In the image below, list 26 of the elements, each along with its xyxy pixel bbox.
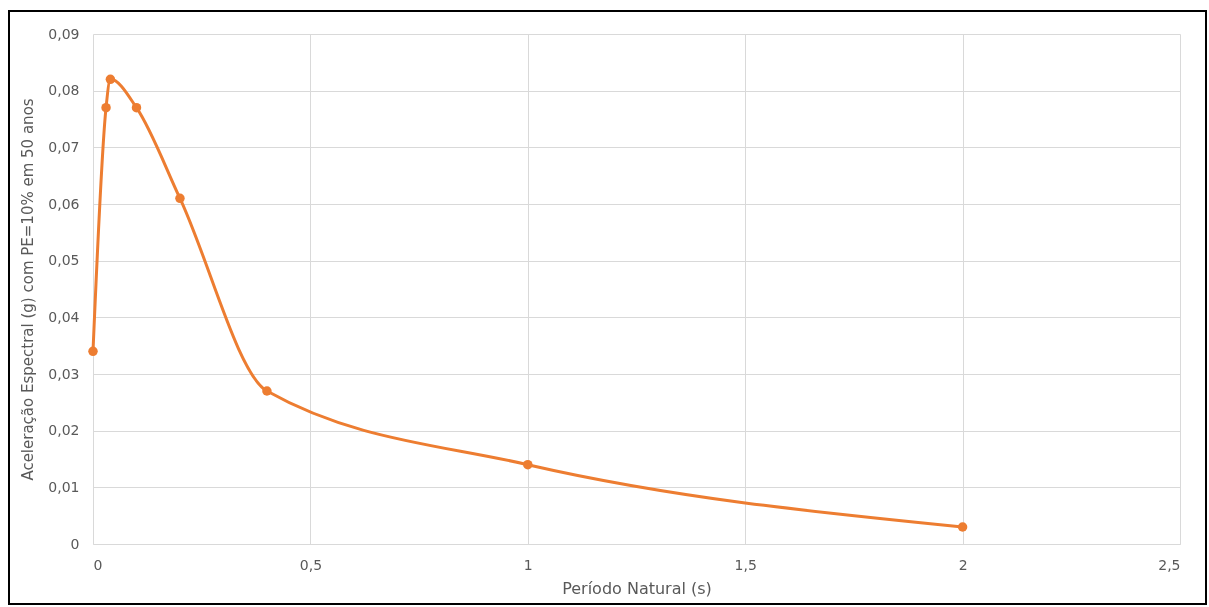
y-tick-label: 0,04 xyxy=(48,308,80,325)
point xyxy=(105,74,116,85)
point xyxy=(175,193,185,204)
x-tick-label: 2 xyxy=(958,556,968,573)
x-tick-label: 0 xyxy=(93,556,103,573)
y-tick-label: 0,01 xyxy=(48,478,80,495)
x-tick-label: 1 xyxy=(523,556,533,573)
point xyxy=(523,459,533,470)
x-tick-label: 1,5 xyxy=(734,556,757,573)
point xyxy=(957,522,968,532)
x-tick-label: 0,5 xyxy=(299,556,323,573)
y-tick-label: 0,07 xyxy=(48,138,80,155)
y-tick-label: 0 xyxy=(70,535,80,552)
point xyxy=(131,102,142,113)
y-tick-label: 0,06 xyxy=(48,195,80,212)
y-tick-label: 0,03 xyxy=(48,365,80,382)
x-tick-label: 2,5 xyxy=(1158,556,1181,573)
point xyxy=(88,346,98,357)
y-tick-label: 0,02 xyxy=(48,422,80,439)
y-tick-label: 0,08 xyxy=(48,82,80,99)
x-axis-title: Período Natural (s) xyxy=(562,578,712,598)
y-axis-title: Aceleração Espectral (g) com PE=10% em 50 anos xyxy=(19,98,38,481)
y-tick-label: 0,09 xyxy=(48,25,80,42)
point xyxy=(262,386,272,396)
y-tick-label: 0,05 xyxy=(48,252,80,269)
point xyxy=(101,102,111,113)
